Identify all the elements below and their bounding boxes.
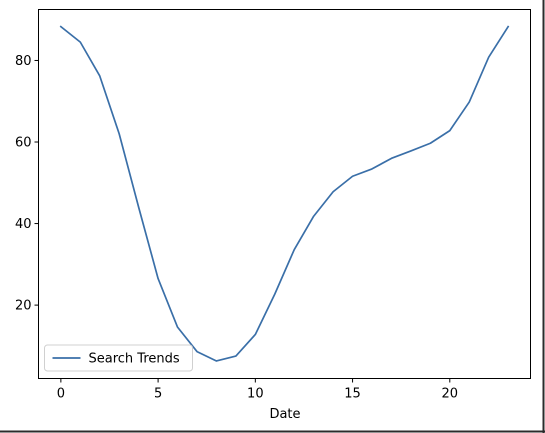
x-tick-label: 0 <box>57 387 65 402</box>
y-tick-label: 60 <box>15 136 32 151</box>
y-tick-label: 20 <box>15 299 32 314</box>
legend-box <box>44 344 193 372</box>
x-axis-label: Date <box>269 407 300 422</box>
y-axis: 20 40 60 80 <box>15 54 39 314</box>
series-line-search-trends <box>59 25 510 362</box>
legend: Search Trends <box>44 344 193 372</box>
x-tick-label: 10 <box>247 387 264 402</box>
plot-frame <box>38 9 531 379</box>
series-layer <box>59 25 510 362</box>
x-tick-label: 5 <box>154 387 162 402</box>
x-tick-label: 20 <box>442 387 459 402</box>
y-tick-label: 80 <box>15 54 32 69</box>
plot-area <box>38 9 531 379</box>
legend-label: Search Trends <box>89 352 180 367</box>
x-tick-label: 15 <box>344 387 361 402</box>
y-tick-label: 40 <box>15 217 32 232</box>
x-axis: 0 5 10 15 20 <box>57 378 459 402</box>
